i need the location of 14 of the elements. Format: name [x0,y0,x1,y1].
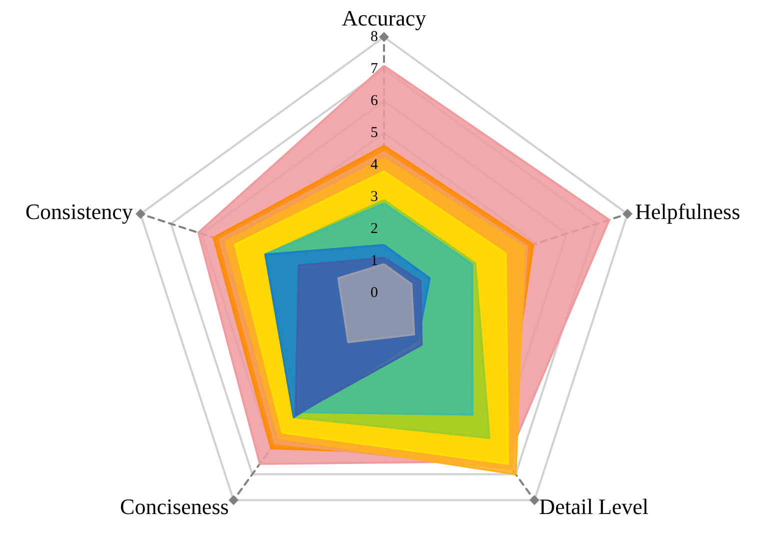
y-tick-label: 5 [370,125,378,141]
spoke-label: Detail Level [539,494,649,520]
y-tick-label: 0 [370,285,378,301]
y-tick-label: 7 [370,61,378,77]
y-tick-label: 3 [370,189,378,205]
spoke-label: Accuracy [342,6,426,30]
y-tick-label: 8 [370,29,378,45]
y-tick-label: 1 [370,253,378,269]
spoke-label: Conciseness [120,494,229,520]
y-tick-label: 4 [370,157,378,173]
spoke-label: Consistency [25,198,133,224]
y-tick-label: 6 [370,93,378,109]
spoke-label: Helpfulness [635,198,740,224]
y-tick-label: 2 [370,221,378,237]
